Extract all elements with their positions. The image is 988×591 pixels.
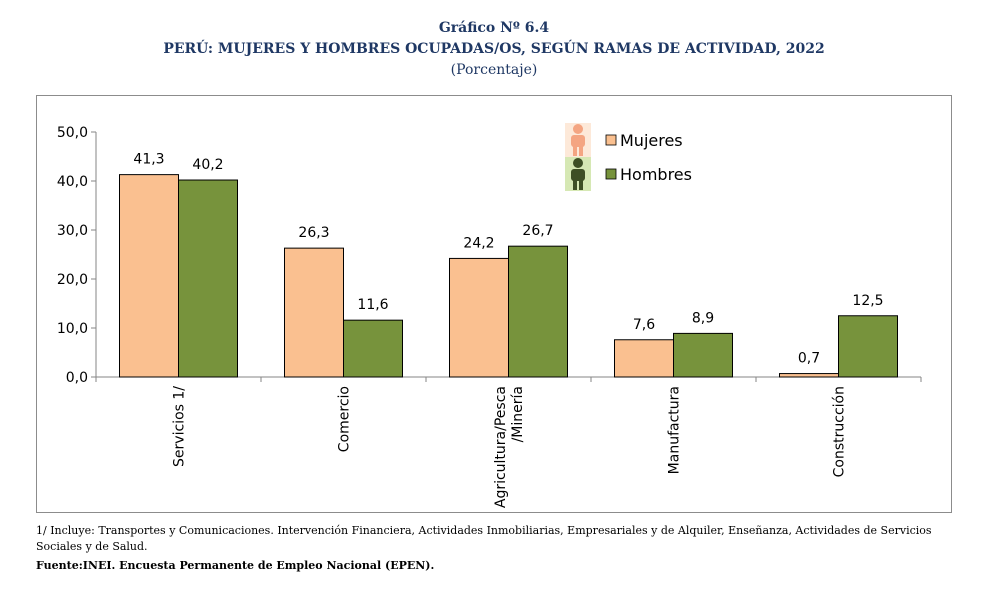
data-label: 8,9: [692, 310, 714, 326]
y-tick-label: 30,0: [57, 223, 88, 239]
bar-hombres: [178, 179, 238, 378]
y-tick-label: 10,0: [57, 321, 88, 337]
data-label: 26,7: [522, 223, 553, 239]
data-label: 41,3: [133, 152, 164, 168]
bar-mujeres: [779, 373, 839, 378]
chart-unit: (Porcentaje): [450, 62, 538, 78]
bar-hombres: [508, 245, 568, 378]
bar-mujeres: [449, 257, 509, 378]
x-tick-label: Manufactura: [667, 386, 683, 474]
bar-mujeres: [614, 339, 674, 378]
legend-label-mujeres: Mujeres: [620, 131, 683, 150]
chart-frame: 0,0 10,0 20,0 30,0 40,0 50,0 41,3 40,2 Servicios…: [36, 95, 952, 513]
y-tick-label: 40,0: [57, 174, 88, 190]
y-tick-label: 0,0: [66, 370, 88, 386]
chart-title-block: Gráfico Nº 6.4 PERÚ: MUJERES Y HOMBRES O…: [0, 18, 988, 80]
data-label: 40,2: [192, 157, 223, 173]
bar-chart: 0,0 10,0 20,0 30,0 40,0 50,0 41,3 40,2 Servicios…: [57, 123, 922, 508]
bar-hombres: [838, 315, 898, 378]
data-label: 26,3: [298, 225, 329, 241]
bar-mujeres: [284, 247, 344, 378]
x-tick-label: Construcción: [832, 386, 848, 477]
source-note: Fuente:INEI. Encuesta Permanente de Empl…: [36, 559, 435, 572]
data-label: 11,6: [357, 297, 388, 313]
y-tick-label: 20,0: [57, 272, 88, 288]
x-tick-label: Comercio: [337, 386, 353, 452]
y-tick-label: 50,0: [57, 125, 88, 141]
chart-subtitle: PERÚ: MUJERES Y HOMBRES OCUPADAS/OS, SEG…: [163, 41, 825, 57]
legend-label-hombres: Hombres: [620, 165, 692, 184]
woman-icon: [565, 123, 591, 157]
bar-hombres: [343, 319, 403, 378]
data-label: 24,2: [463, 235, 494, 251]
data-label: 7,6: [633, 317, 655, 333]
bar-mujeres: [119, 174, 179, 378]
legend-swatch-mujeres: [605, 134, 617, 146]
bar-hombres: [673, 332, 733, 378]
legend-swatch-hombres: [605, 168, 617, 180]
x-tick-label: Servicios 1/: [172, 386, 188, 467]
footnote: 1/ Incluye: Transportes y Comunicaciones…: [36, 524, 932, 553]
data-label: 0,7: [798, 351, 820, 367]
data-label: 12,5: [852, 293, 883, 309]
chart-title: Gráfico Nº 6.4: [438, 20, 550, 36]
x-tick-label: Agricultura/Pesca/Minería: [493, 386, 526, 508]
man-icon: [565, 157, 591, 191]
